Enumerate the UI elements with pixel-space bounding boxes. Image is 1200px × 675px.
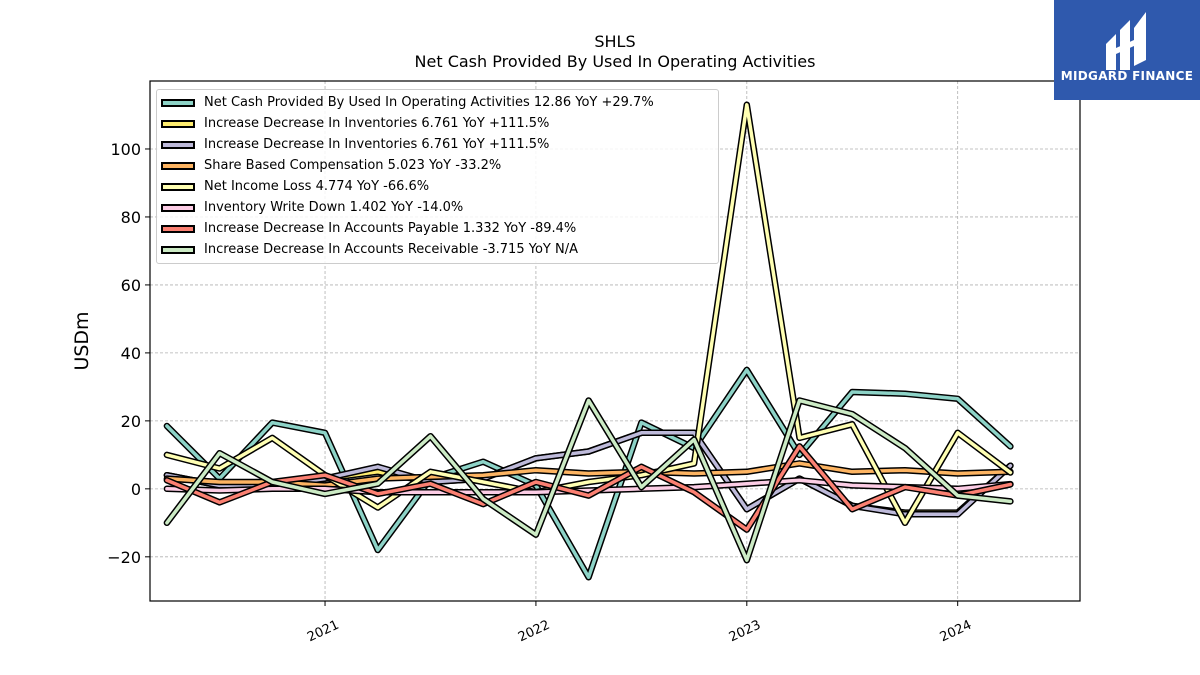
series-lines	[163, 101, 1014, 581]
legend-label: Net Income Loss 4.774 YoY -66.6%	[204, 179, 430, 194]
legend-swatch	[161, 99, 195, 107]
legend-label: Increase Decrease In Accounts Payable 1.…	[204, 221, 577, 236]
legend-label: Increase Decrease In Inventories 6.761 Y…	[204, 137, 550, 152]
legend-label: Net Cash Provided By Used In Operating A…	[204, 95, 654, 110]
legend-swatch	[161, 225, 195, 233]
legend-swatch	[161, 204, 195, 212]
series-line-2	[165, 431, 1013, 517]
y-tick-label: 40	[121, 344, 141, 363]
legend-label: Share Based Compensation 5.023 YoY -33.2…	[204, 158, 502, 173]
x-tick-label: 2022	[516, 618, 552, 646]
legend-entry: Net Income Loss 4.774 YoY -66.6%	[157, 178, 718, 196]
y-tick-label: −20	[107, 548, 141, 567]
brand-mark-icon	[1106, 12, 1146, 70]
legend-entry: Increase Decrease In Accounts Receivable…	[157, 241, 718, 259]
legend-swatch	[161, 246, 195, 254]
legend: Net Cash Provided By Used In Operating A…	[156, 89, 719, 264]
legend-label: Increase Decrease In Accounts Receivable…	[204, 242, 578, 257]
chart-title: SHLS	[594, 32, 636, 51]
y-tick-label: 0	[131, 480, 141, 499]
x-tick-label: 2023	[727, 618, 763, 646]
series-line-3	[165, 461, 1013, 488]
legend-entry: Increase Decrease In Inventories 6.761 Y…	[157, 115, 718, 133]
legend-swatch	[161, 183, 195, 191]
series-line-7	[165, 398, 1013, 562]
legend-label: Increase Decrease In Inventories 6.761 Y…	[204, 116, 550, 131]
y-tick-label: 20	[121, 412, 141, 431]
legend-entry: Share Based Compensation 5.023 YoY -33.2…	[157, 157, 718, 175]
brand-name: MIDGARD FINANCE	[1060, 69, 1194, 83]
legend-entry: Increase Decrease In Accounts Payable 1.…	[157, 220, 718, 238]
legend-entry: Increase Decrease In Inventories 6.761 Y…	[157, 136, 718, 154]
legend-entry: Inventory Write Down 1.402 YoY -14.0%	[157, 199, 718, 217]
legend-swatch	[161, 162, 195, 170]
legend-entry: Net Cash Provided By Used In Operating A…	[157, 94, 718, 112]
chart-subtitle: Net Cash Provided By Used In Operating A…	[414, 52, 816, 71]
series-line-4	[165, 103, 1013, 525]
x-tick-label: 2021	[305, 618, 341, 646]
x-tick-label: 2024	[938, 618, 974, 646]
y-tick-label: 100	[110, 140, 141, 159]
y-tick-label: 80	[121, 208, 141, 227]
legend-swatch	[161, 120, 195, 128]
legend-swatch	[161, 141, 195, 149]
y-axis-label: USDm	[71, 311, 93, 370]
brand-logo: MIDGARD FINANCE	[1054, 0, 1200, 100]
series-line-6	[165, 444, 1013, 532]
series-line-0	[165, 368, 1013, 579]
axes-frame	[149, 80, 1081, 602]
legend-label: Inventory Write Down 1.402 YoY -14.0%	[204, 200, 464, 215]
y-tick-label: 60	[121, 276, 141, 295]
